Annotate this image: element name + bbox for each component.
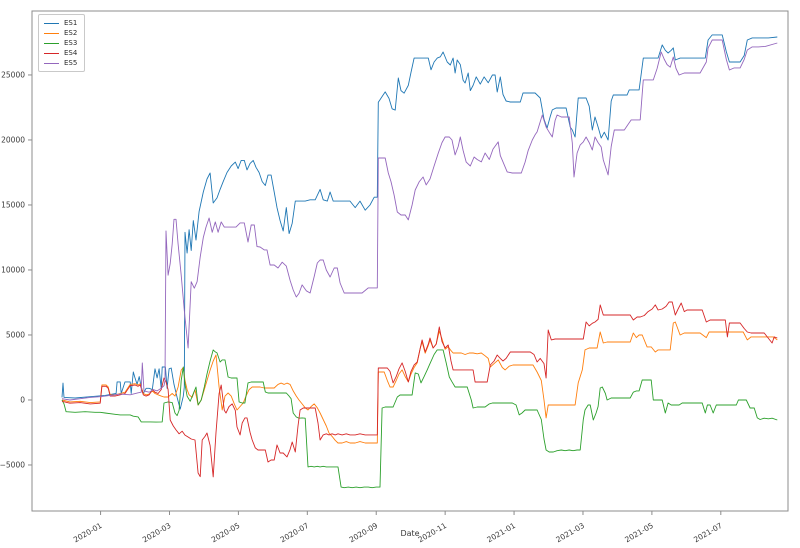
y-tick-label: 0 [20, 395, 25, 404]
legend-item-es4: ES4 [44, 48, 77, 58]
y-tick-label: 15000 [1, 200, 25, 209]
y-tick-label: 10000 [1, 265, 25, 274]
legend-line-swatch [44, 52, 59, 54]
series-line-es5 [61, 39, 778, 401]
legend-label: ES4 [64, 49, 78, 57]
y-tick-label: 20000 [1, 135, 25, 144]
legend: ES1 ES2 ES3 ES4 ES5 [38, 14, 86, 72]
legend-line-swatch [44, 42, 59, 44]
y-tick-label: −5000 [0, 460, 25, 469]
series-line-es2 [61, 321, 778, 444]
series-line-es3 [61, 349, 778, 489]
legend-line-swatch [44, 22, 59, 24]
y-tick-label: 25000 [1, 70, 25, 79]
legend-item-es1: ES1 [44, 18, 77, 28]
y-tick-label: 5000 [6, 330, 25, 339]
legend-label: ES3 [64, 39, 78, 47]
legend-label: ES5 [64, 59, 78, 67]
legend-label: ES2 [64, 29, 78, 37]
legend-item-es3: ES3 [44, 38, 77, 48]
series-line-es1 [61, 34, 778, 410]
series-line-es4 [61, 301, 778, 478]
legend-label: ES1 [64, 19, 78, 27]
plot-frame [31, 10, 789, 512]
legend-line-swatch [44, 62, 59, 64]
x-axis-title: Date [400, 529, 420, 538]
legend-item-es5: ES5 [44, 58, 77, 68]
legend-item-es2: ES2 [44, 28, 77, 38]
legend-line-swatch [44, 32, 59, 34]
